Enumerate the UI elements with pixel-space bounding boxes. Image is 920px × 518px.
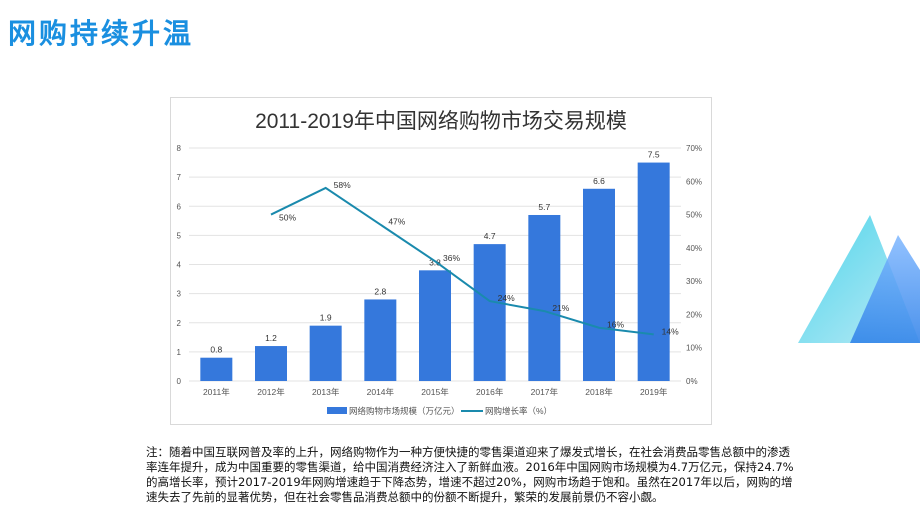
y2-tick-label: 70% <box>686 144 702 153</box>
y-tick-label: 6 <box>177 202 182 211</box>
x-tick-label: 2017年 <box>531 387 559 397</box>
bar-data-label: 0.8 <box>210 345 222 355</box>
y-tick-label: 8 <box>177 144 182 153</box>
y2-tick-label: 50% <box>686 211 702 220</box>
y-tick-label: 1 <box>177 348 182 357</box>
line-data-label: 58% <box>334 180 351 190</box>
y2-tick-label: 0% <box>686 377 698 386</box>
x-tick-label: 2016年 <box>476 387 504 397</box>
bar-data-label: 1.9 <box>320 313 332 323</box>
legend-label-line: 网购增长率（%） <box>485 406 552 416</box>
chart-container: 2011-2019年中国网络购物市场交易规模 0 1 2 3 4 5 6 7 8 0% 10% 20% 3… <box>170 97 712 425</box>
bar-data-label: 4.7 <box>484 231 496 241</box>
bar <box>255 346 287 381</box>
line-data-label: 14% <box>662 326 679 336</box>
line-data-label: 36% <box>443 253 460 263</box>
y-tick-label: 3 <box>177 290 182 299</box>
y-tick-label: 0 <box>177 377 182 386</box>
bar <box>528 214 561 381</box>
bar-data-label: 6.6 <box>593 176 605 186</box>
bar <box>473 244 506 381</box>
x-tick-label: 2015年 <box>421 387 449 397</box>
bar <box>419 270 451 381</box>
bar <box>364 299 397 381</box>
y-tick-label: 5 <box>177 231 182 240</box>
y2-tick-label: 10% <box>686 344 702 353</box>
x-tick-label: 2018年 <box>585 387 613 397</box>
bar <box>637 162 670 381</box>
growth-line <box>270 186 654 336</box>
line-data-label: 50% <box>279 213 296 223</box>
y-tick-label: 7 <box>177 173 182 182</box>
bar <box>583 188 615 381</box>
line-data-label: 47% <box>388 217 405 227</box>
combo-chart: 2011-2019年中国网络购物市场交易规模 0 1 2 3 4 5 6 7 8 0% 10% 20% 3… <box>177 110 702 416</box>
bar <box>309 325 342 381</box>
y-tick-label: 4 <box>177 261 182 270</box>
x-tick-label: 2014年 <box>367 387 395 397</box>
y-tick-label: 2 <box>177 319 182 328</box>
bar <box>200 357 233 381</box>
x-tick-label: 2013年 <box>312 387 340 397</box>
x-tick-label: 2012年 <box>257 387 285 397</box>
line-data-label: 16% <box>607 320 624 330</box>
x-tick-label: 2019年 <box>640 387 668 397</box>
decorative-triangles <box>798 215 920 343</box>
bar-data-label: 5.7 <box>538 202 550 212</box>
legend-label-bar: 网络购物市场规模（万亿元） <box>349 406 460 416</box>
y2-tick-label: 20% <box>686 310 702 319</box>
y2-tick-label: 40% <box>686 244 702 253</box>
legend-swatch-bar <box>327 407 347 414</box>
line-data-label: 24% <box>498 293 515 303</box>
chart-title: 2011-2019年中国网络购物市场交易规模 <box>255 110 627 133</box>
bar-data-label: 2.8 <box>374 286 386 296</box>
bar-data-label: 1.2 <box>265 333 277 343</box>
x-tick-label: 2011年 <box>203 387 230 397</box>
page-title: 网购持续升温 <box>8 17 195 50</box>
y2-tick-label: 30% <box>686 277 702 286</box>
line-data-label: 21% <box>552 303 569 313</box>
y2-tick-label: 60% <box>686 177 702 186</box>
note-text: 注：随着中国互联网普及率的上升，网络购物作为一种方便快捷的零售渠道迎来了爆发式增… <box>146 445 794 504</box>
bar-data-label: 7.5 <box>648 150 660 160</box>
